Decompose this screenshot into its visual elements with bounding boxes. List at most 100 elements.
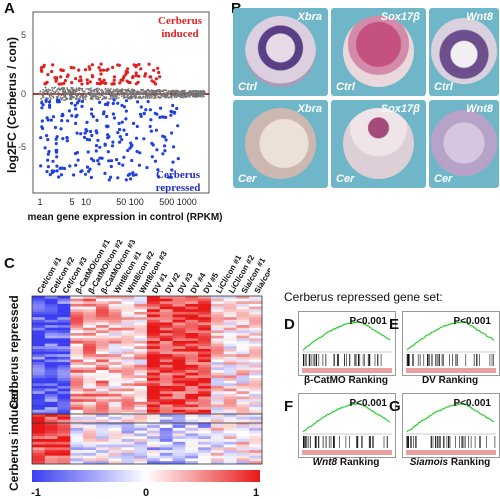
gsea-label-g: Siamois Ranking [402,457,498,468]
scatter-point-repressed [161,134,165,138]
scatter-point-repressed [120,103,124,107]
heatmap-cell [95,388,109,392]
heatmap-cell [198,461,212,465]
scatter-point [120,95,123,98]
scatter-point-repressed [92,159,96,163]
heatmap-cell [236,439,250,443]
heatmap-cell [108,343,122,347]
heatmap-cell [223,327,237,331]
heatmap-cell [147,346,161,350]
scatter-point-induced [126,67,130,71]
heatmap-cell [121,333,135,336]
heatmap-cell [70,458,84,462]
heatmap-cell [57,416,71,420]
heatmap-cell [210,335,224,339]
heatmap-cell [198,396,212,400]
heatmap-cell [32,370,46,374]
heatmap-cell [210,458,224,462]
heatmap-cell [70,301,84,305]
heatmap-cell [172,425,186,429]
enrichment-line [302,403,391,433]
scatter-point [94,88,96,91]
heatmap-cell [134,340,148,344]
heatmap-cell [57,338,71,342]
heatmap-cell [57,404,71,408]
scatter-point [97,89,100,92]
heatmap-cell [83,414,97,418]
scatter-point-induced [88,67,92,71]
heatmap-cell [32,416,46,420]
scatter-point-induced [98,68,103,72]
colorbar-tick-max: 1 [253,487,259,499]
heatmap-cell [121,388,135,392]
heatmap-cell [95,322,109,326]
scatter-point-repressed [132,121,136,125]
scatter-point [123,92,126,94]
heatmap-cell [172,391,186,395]
heatmap-cell [210,444,224,448]
scatter-point [147,95,150,98]
scatter-point-repressed [40,101,44,105]
heatmap-cell [198,391,212,395]
heatmap-cell [185,461,199,465]
scatter-point [81,89,83,91]
heatmap-cell [249,383,263,387]
heatmap-cell [32,311,46,315]
scatter-point [97,98,100,101]
heatmap-cell [134,325,148,329]
heatmap-cell [249,427,263,431]
heatmap-cell [32,383,46,387]
heatmap-cell [57,301,71,305]
scatter-point [48,94,51,97]
heatmap-cell [95,325,109,329]
heatmap-cell [147,333,161,336]
scatter-point-repressed [80,169,84,173]
heatmap-cell [198,409,212,413]
heatmap-cell [70,359,84,363]
heatmap-cell [147,439,161,443]
heatmap-cell [121,447,135,451]
heatmap-cell [32,301,46,305]
scatter-point-repressed [106,136,110,140]
scatter-point-induced [85,81,90,85]
scatter-point [101,98,103,101]
scatter-point [78,92,81,95]
heatmap-cell [185,380,199,384]
heatmap-cell [32,327,46,331]
heatmap-cell [249,362,263,366]
heatmap-cell [108,433,122,437]
scatter-point [94,92,97,95]
scatter-point [42,88,45,91]
heatmap-cell [159,393,173,397]
heatmap-cell [83,335,97,339]
scatter-point-repressed [109,175,113,179]
scatter-point-repressed [157,175,161,179]
heatmap-cell [172,309,186,313]
heatmap-cell [185,427,199,431]
heatmap-cell [95,309,109,313]
heatmap-cell [185,404,199,408]
heatmap-cell [236,436,250,440]
heatmap-cell [223,296,237,299]
enrichment-curve [302,321,392,373]
scatter-point-repressed [107,178,111,182]
scatter-point [69,98,71,100]
heatmap-cell [185,359,199,363]
heatmap-cell [210,372,224,376]
heatmap-cell [44,385,58,389]
scatter-point [105,92,108,95]
heatmap-cell [83,362,97,366]
heatmap-cell [134,309,148,313]
heatmap-cell [32,409,46,413]
heatmap-cell [147,372,161,376]
heatmap-cell [121,338,135,342]
heatmap-cell [223,317,237,321]
scatter-point [167,91,170,94]
heatmap-cell [32,414,46,418]
scatter-point [144,90,147,93]
heatmap-cell [172,367,186,371]
gsea-plot-d: P<0.001 [298,311,396,376]
scatter-point-induced [88,80,92,84]
heatmap-cell [249,378,263,381]
scatter-point [96,87,99,90]
